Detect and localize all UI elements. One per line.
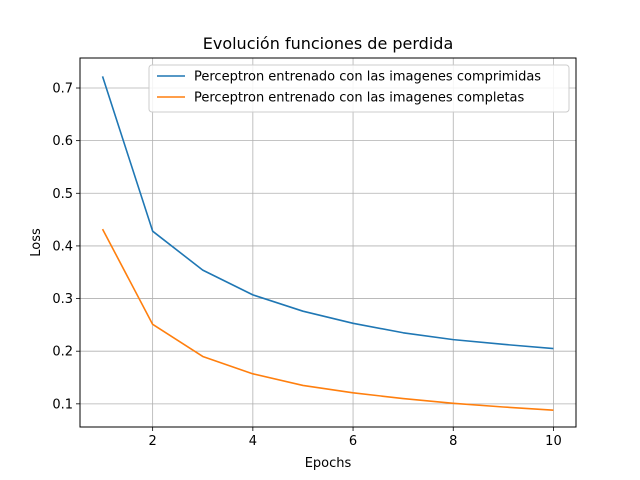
y-axis-ticks: 0.1 0.2 0.3 0.4 0.5 0.6 0.7 xyxy=(52,82,80,412)
x-axis-ticks: 2 4 6 8 10 xyxy=(149,427,562,449)
plot-frame xyxy=(79,57,577,428)
legend-label-2: Perceptron entrenado con las imagenes co… xyxy=(194,91,525,106)
grid-lines xyxy=(80,58,576,427)
x-tick-label: 2 xyxy=(149,434,157,449)
y-tick-label: 0.3 xyxy=(52,292,73,307)
series-line-1 xyxy=(101,76,554,350)
series-line-2 xyxy=(101,228,554,411)
y-tick-label: 0.4 xyxy=(52,239,73,254)
legend: Perceptron entrenado con las imagenes co… xyxy=(148,64,570,113)
legend-label-1: Perceptron entrenado con las imagenes co… xyxy=(194,70,541,85)
y-tick-label: 0.6 xyxy=(52,134,73,149)
y-tick-label: 0.7 xyxy=(52,82,73,97)
series-lines xyxy=(101,76,554,411)
chart-title: Evolución funciones de perdida xyxy=(203,34,454,53)
x-axis-label: Epochs xyxy=(305,456,352,471)
x-tick-label: 8 xyxy=(449,434,457,449)
x-tick-label: 6 xyxy=(349,434,357,449)
x-tick-label: 10 xyxy=(545,434,562,449)
legend-box xyxy=(148,64,570,113)
x-tick-label: 4 xyxy=(249,434,257,449)
y-tick-label: 0.1 xyxy=(52,397,73,412)
y-tick-label: 0.5 xyxy=(52,187,73,202)
y-tick-label: 0.2 xyxy=(52,345,73,360)
y-axis-label: Loss xyxy=(29,228,44,257)
